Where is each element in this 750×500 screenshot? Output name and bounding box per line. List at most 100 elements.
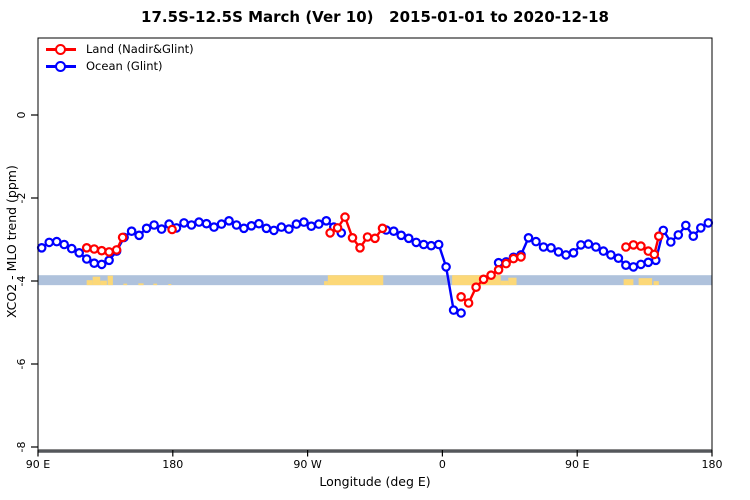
data-point-marker (568, 248, 579, 258)
data-point-marker (643, 257, 654, 268)
data-point-marker (680, 220, 691, 231)
data-point-marker (628, 240, 639, 250)
surface-band-land-segment (508, 277, 517, 286)
surface-band-land-segment (638, 278, 653, 286)
data-point-marker (89, 244, 100, 254)
data-point-marker (201, 218, 212, 229)
data-point-marker (291, 219, 302, 229)
data-point-marker (456, 308, 466, 318)
surface-band-land-segment (123, 283, 128, 286)
data-point-marker (355, 243, 365, 253)
surface-band-land-segment (324, 281, 328, 286)
y-tick-label: -2 (15, 193, 28, 204)
data-point-marker (703, 218, 714, 228)
data-point-marker (36, 243, 47, 253)
data-point-marker (149, 220, 159, 230)
data-point-marker (598, 246, 609, 256)
data-point-marker (89, 258, 100, 269)
data-point-marker (388, 226, 399, 237)
data-point-marker (583, 239, 594, 249)
data-point-marker (325, 228, 335, 238)
legend-item-land: Land (Nadir&Glint) (46, 41, 194, 58)
legend-label-ocean: Ocean (Glint) (86, 59, 163, 73)
data-point-marker (216, 219, 227, 229)
surface-band-land-segment (86, 280, 93, 286)
surface-band-land-segment (500, 280, 509, 286)
surface-band-land-segment (153, 283, 158, 286)
data-point-marker (561, 250, 571, 260)
data-point-marker (276, 222, 287, 232)
data-point-marker (104, 247, 114, 257)
data-point-marker (231, 220, 242, 230)
data-point-marker (478, 274, 489, 285)
data-point-marker (306, 221, 317, 232)
y-tick-label: -6 (15, 359, 28, 370)
data-point-marker (104, 255, 114, 266)
data-point-marker (51, 236, 62, 247)
data-point-marker (628, 262, 639, 272)
data-point-marker (299, 217, 309, 227)
surface-band-land-segment (623, 279, 634, 286)
y-tick-label: -4 (15, 276, 28, 287)
data-point-marker (332, 223, 343, 233)
y-axis-label: XCO2 - MLO trend (ppm) (4, 165, 19, 318)
data-point-marker (126, 226, 137, 237)
y-tick-label: -8 (15, 442, 28, 453)
data-point-marker (167, 224, 177, 235)
x-tick-label: 180 (162, 458, 183, 471)
x-tick-label: 180 (702, 458, 723, 471)
data-point-marker (433, 239, 444, 250)
data-point-marker (340, 212, 350, 222)
surface-band-land-segment (327, 275, 384, 286)
x-tick-label: 90 W (293, 458, 321, 471)
surface-band-land-segment (107, 275, 113, 286)
data-point-marker (621, 242, 631, 252)
data-point-marker (621, 260, 631, 271)
data-point-marker (179, 218, 189, 228)
data-point-marker (239, 223, 249, 234)
data-point-marker (591, 242, 601, 252)
data-point-marker (156, 224, 167, 234)
data-point-marker (141, 223, 152, 234)
data-point-marker (516, 252, 526, 262)
data-point-marker (254, 218, 264, 229)
data-point-marker (665, 237, 676, 247)
data-point-marker (111, 245, 122, 255)
surface-band-land-segment (452, 275, 501, 286)
data-point-marker (418, 239, 429, 250)
x-tick-label: 90 E (26, 458, 50, 471)
data-point-marker (59, 239, 69, 250)
data-point-marker (649, 249, 660, 260)
data-point-marker (96, 259, 107, 270)
data-point-marker (606, 250, 616, 260)
surface-band-land-segment (168, 283, 172, 286)
data-point-marker (471, 282, 481, 293)
x-tick-label: 90 E (565, 458, 589, 471)
data-point-marker (261, 223, 272, 234)
data-point-marker (134, 230, 144, 241)
data-point-marker (636, 259, 646, 270)
x-axis-label: Longitude (deg E) (319, 474, 431, 489)
data-point-marker (493, 264, 504, 275)
data-point-marker (613, 253, 624, 264)
data-point-marker (523, 233, 534, 243)
legend-item-ocean: Ocean (Glint) (46, 58, 194, 75)
x-axis-ticks: 90 E 180 90 W 0 90 E 180 (26, 450, 723, 471)
data-point-marker (508, 253, 519, 264)
data-point-marker (117, 232, 128, 243)
data-point-marker (636, 241, 646, 251)
data-point-marker (531, 236, 541, 247)
series-line (498, 221, 709, 269)
data-point-marker (463, 298, 474, 308)
data-point-marker (456, 291, 466, 302)
data-point-marker (553, 247, 564, 257)
data-point-marker (688, 231, 699, 242)
ocean-series-marker-icon (46, 61, 76, 72)
x-tick-label: 0 (439, 458, 446, 471)
data-point-marker (81, 243, 92, 253)
data-point-marker (74, 248, 85, 258)
y-axis-ticks: 0 -2 -4 -6 -8 (15, 112, 38, 453)
surface-band-land-segment (653, 281, 659, 286)
data-point-marker (362, 232, 373, 242)
